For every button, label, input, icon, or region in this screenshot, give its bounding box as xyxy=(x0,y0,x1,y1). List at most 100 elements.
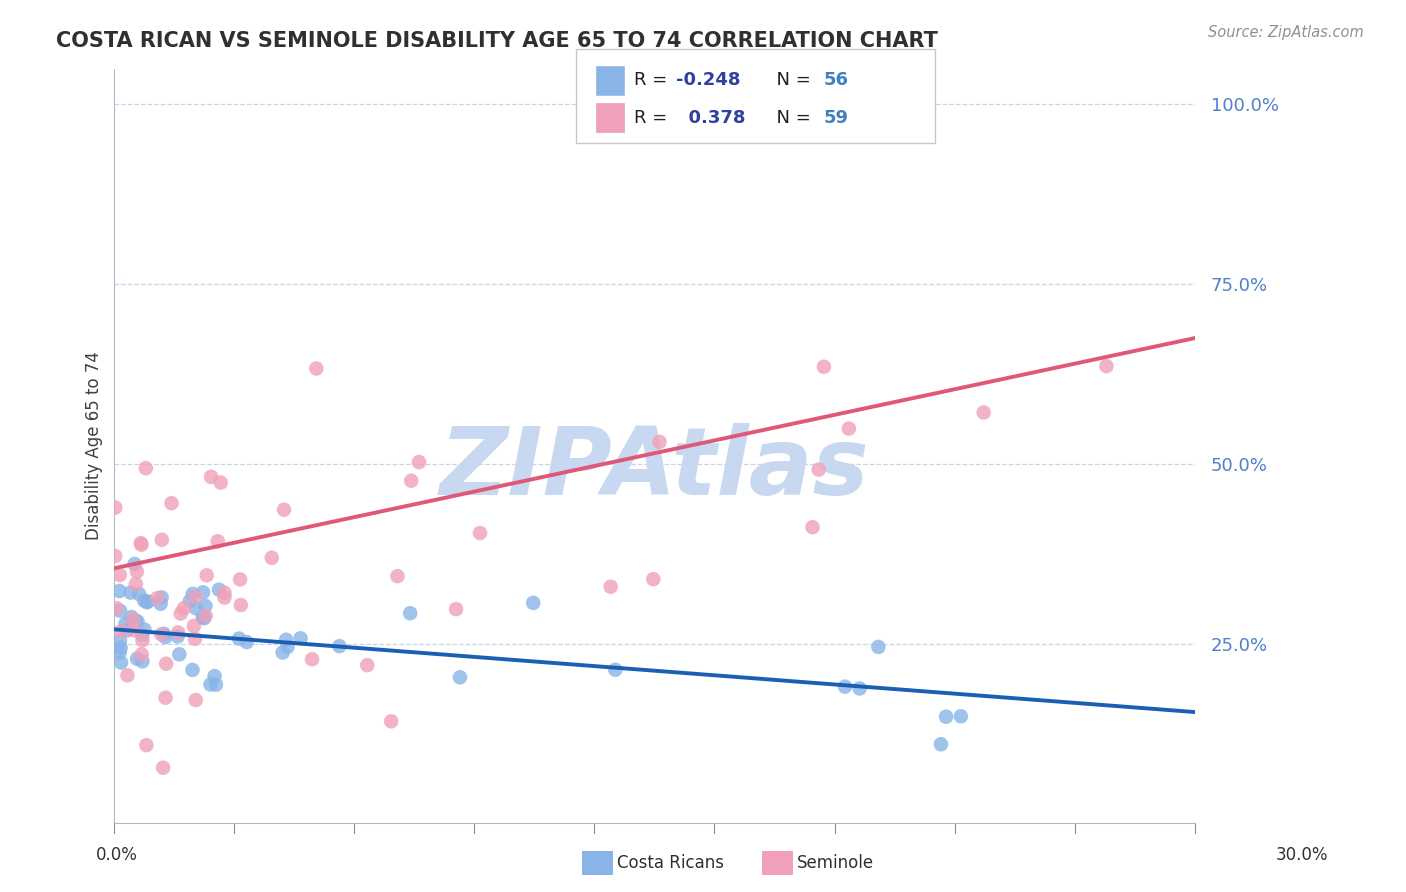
Point xyxy=(236,635,259,649)
Point xyxy=(108,584,131,599)
Point xyxy=(127,615,149,629)
Point xyxy=(122,612,145,626)
Point xyxy=(117,624,139,638)
Point xyxy=(128,587,150,601)
Point xyxy=(183,619,205,633)
Text: 30.0%: 30.0% xyxy=(1277,846,1329,863)
Point xyxy=(105,601,128,615)
Point xyxy=(204,669,226,683)
Point xyxy=(214,586,236,600)
Text: COSTA RICAN VS SEMINOLE DISABILITY AGE 65 TO 74 CORRELATION CHART: COSTA RICAN VS SEMINOLE DISABILITY AGE 6… xyxy=(56,31,938,51)
Point xyxy=(605,663,627,677)
Point xyxy=(184,632,207,646)
Point xyxy=(229,598,252,612)
Text: -0.248: -0.248 xyxy=(676,71,741,89)
Point xyxy=(301,652,323,666)
Point xyxy=(131,628,153,642)
Text: N =: N = xyxy=(765,109,817,127)
Point xyxy=(468,526,491,541)
Point xyxy=(173,601,195,615)
Point xyxy=(929,737,952,751)
Point xyxy=(150,533,173,547)
Point xyxy=(117,668,139,682)
Point xyxy=(121,610,143,624)
Text: R =: R = xyxy=(634,109,673,127)
Point xyxy=(949,709,972,723)
Point xyxy=(104,500,127,515)
Point xyxy=(124,624,146,638)
Point xyxy=(136,594,159,608)
Point xyxy=(228,632,250,646)
Point xyxy=(131,633,153,648)
Point xyxy=(181,587,204,601)
Point xyxy=(194,599,217,613)
Point xyxy=(328,639,350,653)
Point xyxy=(208,582,231,597)
Point xyxy=(150,627,173,641)
Point xyxy=(125,614,148,628)
Point xyxy=(152,627,174,641)
Point xyxy=(868,640,890,654)
Point xyxy=(834,680,856,694)
Text: Source: ZipAtlas.com: Source: ZipAtlas.com xyxy=(1208,25,1364,40)
Point xyxy=(229,573,252,587)
Point xyxy=(273,503,295,517)
Point xyxy=(399,474,422,488)
Point xyxy=(271,646,294,660)
Text: Seminole: Seminole xyxy=(797,855,875,872)
Point xyxy=(150,591,173,605)
Point xyxy=(152,761,174,775)
Point xyxy=(813,359,835,374)
Point xyxy=(408,455,430,469)
Point xyxy=(205,678,228,692)
Point xyxy=(134,593,156,607)
Point xyxy=(200,677,222,691)
Point xyxy=(848,681,870,696)
Text: ZIPAtlas: ZIPAtlas xyxy=(440,423,869,515)
Point xyxy=(449,670,471,684)
Point xyxy=(108,604,131,618)
Point xyxy=(1095,359,1118,374)
Point xyxy=(155,630,177,644)
Point xyxy=(184,693,207,707)
Point xyxy=(167,625,190,640)
Point xyxy=(155,657,177,671)
Point xyxy=(305,361,328,376)
Point xyxy=(194,608,217,623)
Point xyxy=(127,651,149,665)
Point xyxy=(973,405,995,419)
Point xyxy=(135,738,157,752)
Point xyxy=(195,568,218,582)
Point xyxy=(356,658,378,673)
Point xyxy=(599,580,621,594)
Point xyxy=(114,616,136,631)
Text: N =: N = xyxy=(765,71,817,89)
Text: Costa Ricans: Costa Ricans xyxy=(617,855,724,872)
Point xyxy=(191,585,214,599)
Point xyxy=(184,601,207,615)
Text: 56: 56 xyxy=(824,71,849,89)
Point xyxy=(191,610,214,624)
Point xyxy=(260,550,283,565)
Point xyxy=(166,629,188,643)
Text: 59: 59 xyxy=(824,109,849,127)
Point xyxy=(214,591,236,605)
Point xyxy=(120,585,142,599)
Point xyxy=(276,632,298,647)
Point xyxy=(169,607,191,621)
Point xyxy=(200,470,222,484)
Point xyxy=(193,611,215,625)
Point xyxy=(135,461,157,475)
Point xyxy=(801,520,824,534)
Point xyxy=(108,645,131,659)
Point xyxy=(207,534,229,549)
Point xyxy=(104,549,127,563)
Point xyxy=(110,624,132,639)
Point xyxy=(184,590,207,604)
Point xyxy=(136,595,159,609)
Point xyxy=(155,690,177,705)
Point xyxy=(648,434,671,449)
Y-axis label: Disability Age 65 to 74: Disability Age 65 to 74 xyxy=(86,351,103,541)
Point xyxy=(290,632,312,646)
Point xyxy=(935,709,957,723)
